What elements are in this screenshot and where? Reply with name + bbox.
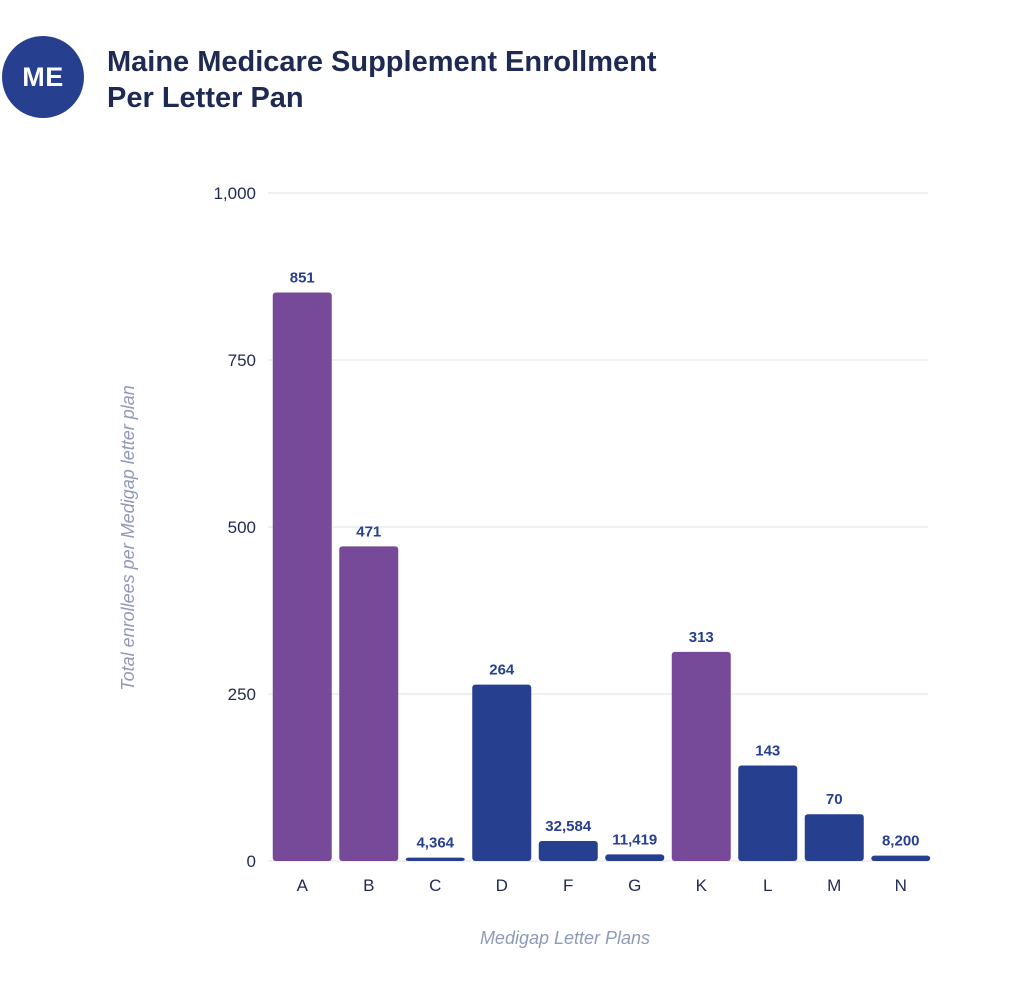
bar-K <box>671 651 731 861</box>
bar-B <box>339 546 399 861</box>
data-labels: 851 471 4,364 264 32,584 11,419 313 143 70 8,200 <box>290 270 920 852</box>
bar-L <box>738 765 798 861</box>
x-tick-label-N: N <box>895 876 907 895</box>
data-label-G: 11,419 <box>612 831 657 848</box>
bar-C <box>405 857 465 861</box>
data-label-N: 8,200 <box>882 833 920 850</box>
bar-A <box>272 292 332 862</box>
x-tick-label-B: B <box>363 876 374 895</box>
y-tick-label: 1,000 <box>213 184 256 203</box>
x-tick-label-C: C <box>429 876 441 895</box>
data-label-B: 471 <box>356 523 381 540</box>
data-label-D: 264 <box>489 662 515 679</box>
data-label-L: 143 <box>755 742 780 759</box>
y-axis-title: Total enrollees per Medigap letter plan <box>118 385 138 691</box>
y-tick-label: 500 <box>228 518 256 537</box>
chart-header: ME Maine Medicare Supplement Enrollment … <box>0 0 1024 130</box>
chart-title-line-2: Per Letter Pan <box>107 82 304 114</box>
x-tick-label-K: K <box>696 876 708 895</box>
x-axis-title: Medigap Letter Plans <box>480 928 650 948</box>
x-tick-label-A: A <box>297 876 309 895</box>
data-label-A: 851 <box>290 270 315 287</box>
bars <box>272 292 931 862</box>
data-label-K: 313 <box>689 629 714 646</box>
x-tick-label-G: G <box>628 876 641 895</box>
data-label-C: 4,364 <box>416 835 454 852</box>
state-badge: ME <box>2 36 84 118</box>
chart-title: Maine Medicare Supplement Enrollment Per… <box>107 44 807 116</box>
y-tick-label: 250 <box>228 685 256 704</box>
bar-F <box>538 840 598 861</box>
chart-title-line-1: Maine Medicare Supplement Enrollment <box>107 46 657 78</box>
bar-M <box>804 814 864 861</box>
y-axis-ticks: 0 250 500 750 1,000 <box>213 184 256 871</box>
y-tick-label: 750 <box>228 351 256 370</box>
x-tick-label-F: F <box>563 876 573 895</box>
x-tick-label-M: M <box>827 876 841 895</box>
bar-G <box>605 854 665 861</box>
y-tick-label: 0 <box>247 852 256 871</box>
data-label-M: 70 <box>826 791 843 808</box>
data-label-F: 32,584 <box>545 818 592 835</box>
bar-N <box>871 855 931 861</box>
bar-D <box>472 684 532 861</box>
x-tick-label-D: D <box>496 876 508 895</box>
x-tick-label-L: L <box>763 876 772 895</box>
